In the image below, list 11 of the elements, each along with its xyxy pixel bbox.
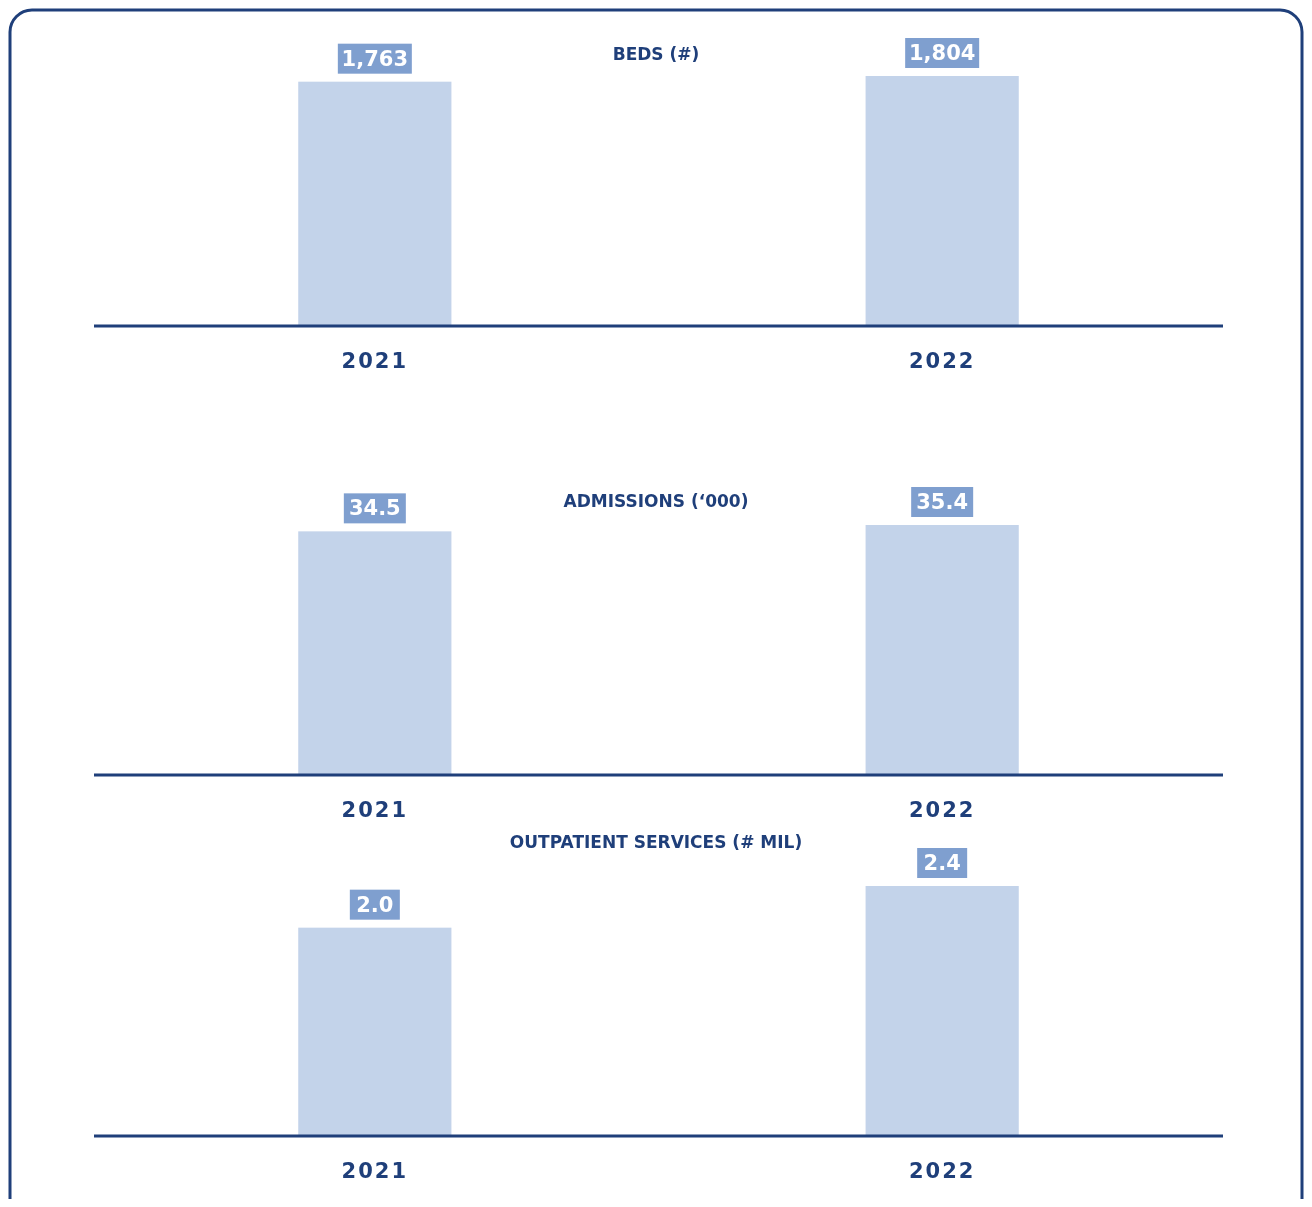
chart-title: BEDS (#) — [612, 44, 700, 64]
x-tick-label: 2022 — [908, 1159, 976, 1183]
x-tick-label: 2022 — [908, 349, 976, 373]
chart-title: OUTPATIENT SERVICES (# MIL) — [509, 832, 803, 852]
x-tick-label: 2022 — [908, 798, 976, 822]
data-label: 2.0 — [356, 892, 394, 917]
x-tick-label: 2021 — [341, 349, 409, 373]
chart-title: ADMISSIONS (‘000) — [563, 491, 749, 511]
x-tick-label: 2021 — [341, 798, 409, 822]
x-tick-label: 2021 — [341, 1159, 409, 1183]
data-label: 2.4 — [923, 851, 961, 875]
